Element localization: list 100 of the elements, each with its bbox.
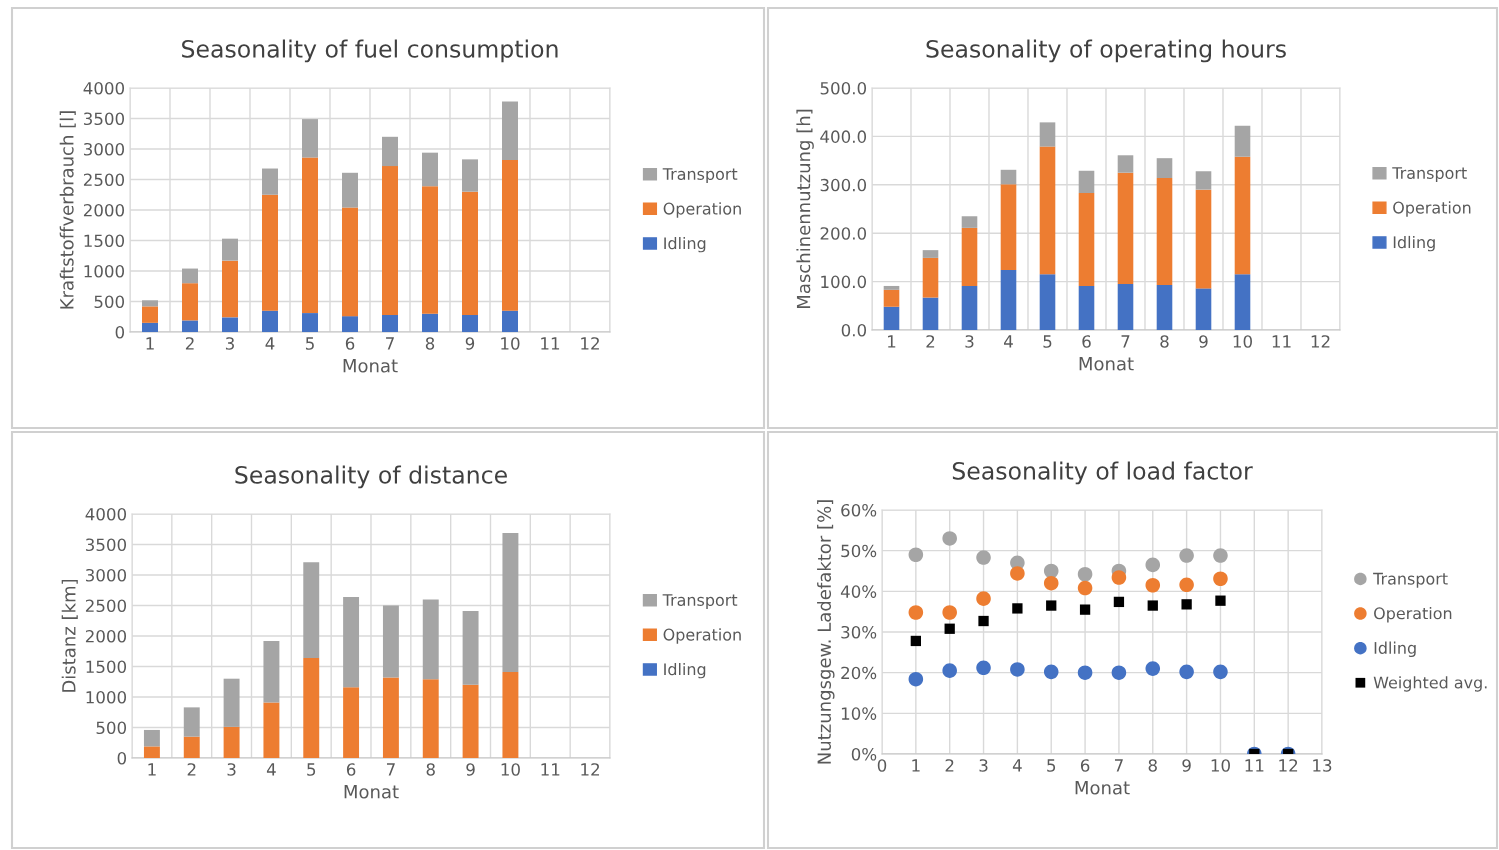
point bbox=[942, 663, 957, 678]
x-tick-label: 8 bbox=[1148, 759, 1157, 772]
bar bbox=[1195, 189, 1212, 289]
y-tick-label: 500.0 bbox=[820, 81, 867, 95]
point bbox=[1179, 664, 1194, 680]
bar bbox=[143, 746, 160, 758]
x-tick-label: 4 bbox=[1012, 759, 1022, 772]
y-tick-label: 300.0 bbox=[820, 178, 867, 192]
bar bbox=[302, 313, 318, 332]
bar bbox=[302, 119, 318, 158]
bar bbox=[343, 596, 360, 688]
bar bbox=[182, 283, 198, 321]
bar bbox=[382, 136, 398, 167]
point bbox=[1077, 580, 1093, 596]
bar bbox=[1000, 269, 1017, 330]
y-tick-label: 4000 bbox=[85, 507, 127, 521]
bar bbox=[502, 532, 519, 672]
x-tick-label: 7 bbox=[1121, 335, 1130, 348]
bar bbox=[1156, 158, 1173, 179]
y-axis-title: Distanz [km] bbox=[61, 579, 78, 692]
legend-label: Operation bbox=[663, 628, 741, 644]
bar bbox=[222, 260, 238, 318]
point bbox=[910, 635, 921, 647]
x-tick-label: 1 bbox=[912, 759, 920, 772]
y-tick-label: 0 bbox=[115, 325, 125, 339]
x-tick-label: 6 bbox=[346, 763, 356, 776]
x-tick-label: 7 bbox=[386, 763, 395, 776]
x-tick-label: 12 bbox=[1279, 759, 1298, 772]
x-tick-label: 6 bbox=[345, 337, 355, 350]
point bbox=[976, 591, 991, 606]
bar bbox=[1039, 122, 1056, 147]
point bbox=[908, 605, 924, 620]
point bbox=[1077, 566, 1093, 582]
bar bbox=[1117, 172, 1134, 285]
y-tick-label: 1500 bbox=[86, 660, 127, 674]
bar bbox=[263, 640, 280, 703]
point bbox=[944, 623, 955, 634]
legend-label: Idling bbox=[1393, 235, 1435, 252]
point bbox=[1077, 665, 1093, 680]
bar bbox=[182, 268, 198, 284]
x-tick-label: 9 bbox=[1199, 335, 1208, 348]
bar bbox=[183, 707, 200, 737]
point bbox=[942, 605, 957, 620]
bar bbox=[1234, 125, 1251, 157]
bar bbox=[922, 297, 939, 330]
bar bbox=[502, 101, 518, 160]
bar bbox=[1078, 193, 1095, 286]
y-tick-label: 2500 bbox=[85, 599, 127, 613]
point bbox=[1079, 604, 1091, 615]
point bbox=[1113, 596, 1125, 608]
x-tick-label: 1 bbox=[148, 763, 156, 776]
point bbox=[1147, 600, 1158, 611]
x-tick-label: 1 bbox=[146, 337, 154, 350]
bar bbox=[922, 250, 939, 258]
bar bbox=[182, 320, 198, 332]
bar bbox=[1195, 288, 1212, 330]
point bbox=[1213, 664, 1228, 680]
x-tick-label: 10 bbox=[1211, 759, 1230, 772]
point bbox=[978, 615, 989, 627]
bar bbox=[382, 605, 399, 678]
bar bbox=[883, 289, 900, 307]
bar bbox=[502, 310, 518, 332]
bar bbox=[223, 726, 240, 758]
x-tick-label: 3 bbox=[225, 337, 234, 350]
bar bbox=[422, 152, 438, 187]
x-tick-label: 2 bbox=[945, 759, 954, 772]
bar bbox=[302, 157, 318, 314]
x-tick-label: 12 bbox=[581, 763, 600, 776]
bar bbox=[142, 300, 158, 307]
x-tick-label: 0 bbox=[877, 759, 887, 772]
x-tick-label: 2 bbox=[187, 763, 196, 776]
y-tick-label: 400.0 bbox=[820, 130, 867, 143]
x-tick-label: 7 bbox=[386, 337, 394, 350]
bar bbox=[1039, 146, 1056, 275]
point bbox=[1043, 664, 1059, 680]
legend-label: Transport bbox=[1373, 572, 1448, 588]
legend-label: Transport bbox=[662, 594, 738, 610]
y-tick-label: 1000 bbox=[86, 690, 127, 704]
bar bbox=[1078, 285, 1095, 330]
x-axis-title: Monat bbox=[1075, 781, 1130, 795]
point bbox=[1111, 665, 1127, 680]
bar bbox=[462, 314, 478, 332]
x-tick-label: 5 bbox=[307, 763, 316, 776]
bar bbox=[422, 313, 438, 332]
point bbox=[1179, 548, 1194, 563]
legend-label: Idling bbox=[664, 236, 706, 253]
x-tick-label: 3 bbox=[227, 763, 236, 776]
bar bbox=[1234, 274, 1251, 330]
bar bbox=[262, 194, 278, 311]
bar bbox=[1078, 170, 1095, 194]
bar bbox=[462, 191, 478, 315]
legend-label: Idling bbox=[664, 662, 706, 679]
x-tick-label: 6 bbox=[1082, 335, 1091, 348]
x-tick-label: 5 bbox=[305, 337, 314, 350]
y-tick-label: 500 bbox=[94, 295, 125, 309]
point bbox=[1145, 577, 1161, 593]
y-tick-label: 4000 bbox=[83, 81, 125, 95]
chart-title: Seasonality of fuel consumption bbox=[182, 39, 558, 63]
point bbox=[1010, 662, 1025, 677]
x-tick-label: 6 bbox=[1080, 759, 1090, 772]
